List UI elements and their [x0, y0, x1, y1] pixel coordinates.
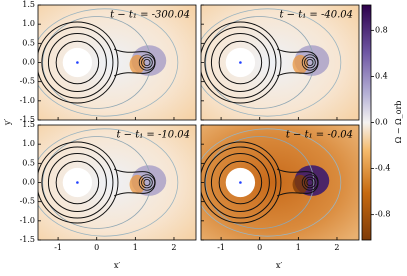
black-contour — [218, 40, 263, 85]
panel-title: t − t₁ = -300.04 — [110, 10, 190, 21]
y-tick-label: -1.5 — [20, 235, 35, 244]
y-tick-label: 0.5 — [22, 38, 35, 47]
panel-title: t − t₁ = -10.04 — [116, 130, 190, 141]
black-contour — [306, 179, 314, 186]
black-contour — [304, 56, 316, 69]
y-tick-label: 0.5 — [22, 158, 35, 167]
x-tick-label: 0 — [257, 243, 262, 252]
black-contour — [55, 160, 100, 205]
field-blob — [292, 54, 309, 74]
y-tick-label: 1.0 — [22, 139, 35, 148]
black-contour — [301, 54, 319, 71]
gray-contour — [42, 136, 152, 229]
colorbar-label: Ω − Ω_orb — [394, 101, 403, 144]
y-axis-label: y′ — [3, 119, 12, 127]
y-tick-label: -1.5 — [20, 115, 35, 124]
black-contour — [138, 54, 156, 71]
black-contour — [276, 168, 319, 197]
panel — [38, 5, 196, 120]
y-tick-label: -1.0 — [20, 216, 35, 225]
black-contour — [201, 21, 282, 104]
y-tick-label: -1.0 — [20, 96, 35, 105]
gray-contour — [205, 16, 315, 109]
black-contour — [41, 26, 114, 99]
y-tick-label: -0.5 — [20, 197, 35, 206]
black-contour — [55, 40, 100, 85]
black-contour — [306, 59, 314, 66]
x-tick-label: 2 — [334, 243, 339, 252]
colorbar-tick-label: -0.4 — [375, 164, 390, 173]
black-contour — [143, 179, 151, 186]
colorbar-tick-label: 0.4 — [375, 71, 388, 80]
black-contour — [47, 33, 107, 92]
panel — [201, 5, 359, 120]
gray-contour — [38, 8, 179, 117]
colorbar-tick-label: -0.8 — [375, 210, 390, 219]
field-blob — [129, 174, 146, 195]
primary-center — [76, 181, 79, 184]
primary-center — [239, 61, 242, 64]
black-contour — [210, 33, 270, 92]
panel-background — [201, 5, 359, 120]
panel — [38, 125, 196, 240]
panel-background — [38, 5, 196, 120]
panel-title: t − t₁ = -40.04 — [279, 10, 353, 21]
x-tick-label: -1 — [54, 243, 62, 252]
black-contour — [141, 176, 153, 189]
black-contour — [38, 141, 119, 224]
x-tick-label: 2 — [171, 243, 176, 252]
y-tick-label: 1.0 — [22, 19, 35, 28]
gray-contour — [42, 16, 152, 109]
black-contour — [204, 146, 277, 219]
black-contour — [38, 21, 119, 104]
black-contour — [113, 48, 156, 77]
gray-contour — [38, 128, 179, 237]
y-tick-label: 0.0 — [22, 178, 35, 187]
colorbar-tick-label: 0.8 — [375, 25, 388, 34]
black-contour — [113, 168, 156, 197]
black-contour — [204, 26, 277, 99]
black-contour — [143, 59, 151, 66]
black-contour — [138, 174, 156, 191]
x-tick-label: 1 — [296, 243, 301, 252]
field-blob — [292, 174, 309, 195]
primary-center — [76, 61, 79, 64]
panel-background — [201, 125, 359, 240]
black-contour — [201, 141, 282, 224]
x-axis-label: x′ — [114, 261, 121, 270]
gray-contour — [201, 128, 342, 237]
y-tick-label: 1.5 — [22, 120, 35, 129]
black-contour — [218, 160, 263, 205]
panel-background — [38, 125, 196, 240]
gray-contour — [205, 136, 315, 229]
panel-title: t − t₁ = -0.04 — [286, 130, 353, 141]
x-tick-label: 1 — [133, 243, 138, 252]
black-contour — [41, 146, 114, 219]
y-tick-label: 0.0 — [22, 58, 35, 67]
panel — [201, 125, 359, 240]
x-tick-label: -1 — [217, 243, 225, 252]
gray-contour — [201, 8, 342, 117]
primary-center — [239, 181, 242, 184]
colorbar — [361, 4, 372, 241]
black-contour — [276, 48, 319, 77]
y-tick-label: 1.5 — [22, 0, 35, 9]
x-axis-label: x′ — [276, 261, 283, 270]
black-contour — [301, 174, 319, 191]
colorbar-tick-label: 0.0 — [375, 118, 388, 127]
black-contour — [304, 176, 316, 189]
black-contour — [210, 153, 270, 212]
field-blob — [129, 54, 146, 74]
black-contour — [47, 153, 107, 212]
x-tick-label: 0 — [94, 243, 99, 252]
black-contour — [141, 56, 153, 69]
y-tick-label: -0.5 — [20, 77, 35, 86]
